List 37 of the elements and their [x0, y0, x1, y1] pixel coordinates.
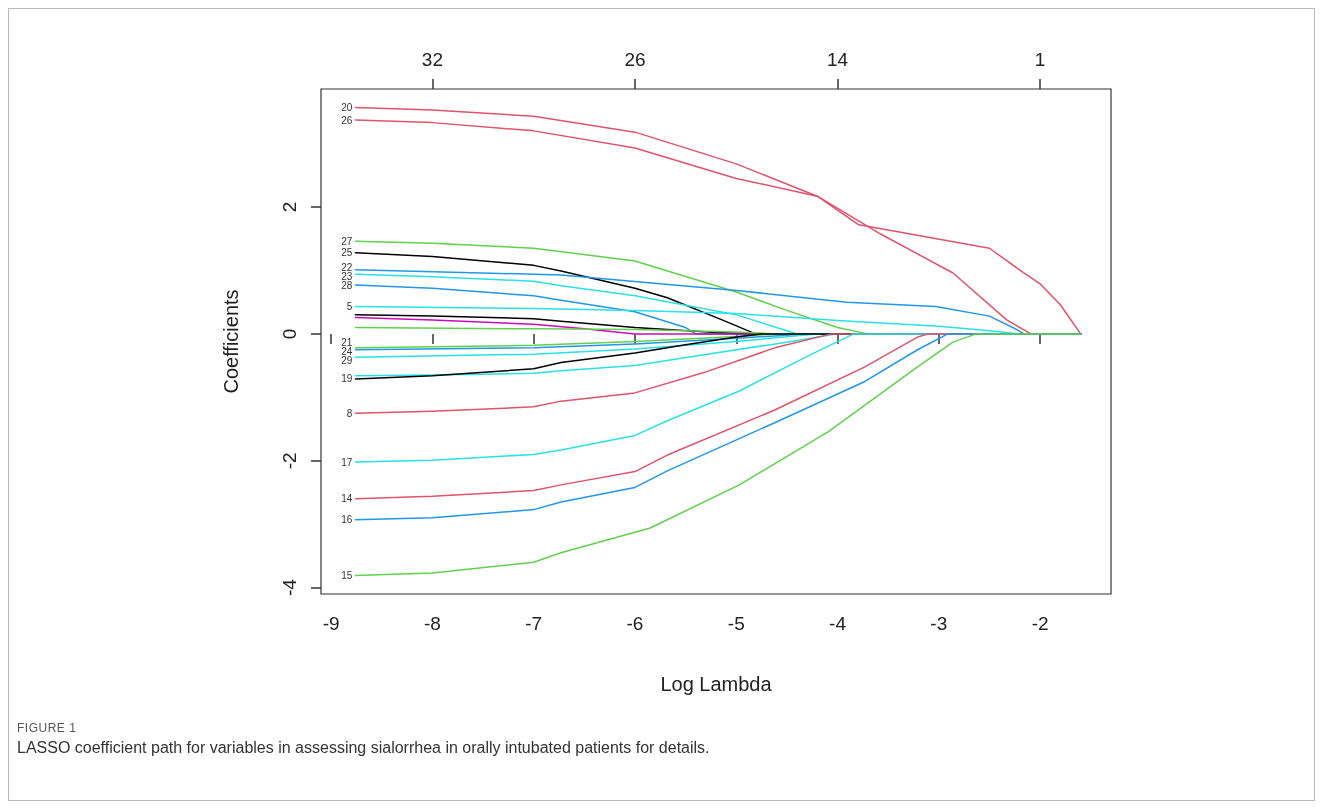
series-label: 25 — [341, 247, 353, 259]
y-tick-label: -2 — [279, 452, 300, 470]
y-tick-label: 2 — [279, 201, 300, 213]
text: LASSO coefficient path for variables in assessing sialorrhea in orally intubated patients for details. — [17, 739, 710, 757]
y-tick-label: -4 — [279, 578, 300, 597]
annotation: 32 — [421, 49, 443, 70]
series-label: 21 — [341, 337, 353, 349]
x-tick-label: -2 — [1031, 613, 1049, 634]
series-label: 16 — [341, 514, 353, 526]
x-tick-label: -6 — [626, 613, 644, 634]
x-axis-title: Log Lambda — [660, 673, 773, 695]
x-tick-label: -7 — [525, 613, 543, 634]
series-label: 29 — [341, 355, 353, 367]
series-label: 8 — [346, 407, 353, 419]
y-axis-title: Coefficients — [220, 289, 242, 394]
series-label: 27 — [341, 235, 353, 247]
x-tick-label: -4 — [829, 613, 847, 634]
series-label: 24 — [341, 346, 353, 358]
series-label: 23 — [341, 270, 353, 282]
annotation: 14 — [826, 49, 849, 70]
annotation: 26 — [624, 49, 646, 70]
x-tick-label: -3 — [930, 613, 948, 634]
series-label: 19 — [341, 373, 353, 385]
series-label: 26 — [341, 114, 353, 126]
series-label: 22 — [341, 261, 353, 273]
x-tick-label: -5 — [727, 613, 745, 634]
x-tick-label: -8 — [423, 613, 441, 634]
series-label: 20 — [341, 101, 353, 113]
series-label: 28 — [341, 279, 353, 291]
caption: FIGURE 1 — [17, 721, 78, 735]
x-tick-label: -9 — [322, 613, 340, 634]
series-label: 17 — [341, 456, 353, 468]
annotation: 1 — [1034, 49, 1046, 70]
series-label: 5 — [346, 301, 353, 313]
series-label: 14 — [341, 493, 353, 505]
series-label: 15 — [341, 570, 353, 582]
y-tick-label: 0 — [279, 328, 300, 340]
